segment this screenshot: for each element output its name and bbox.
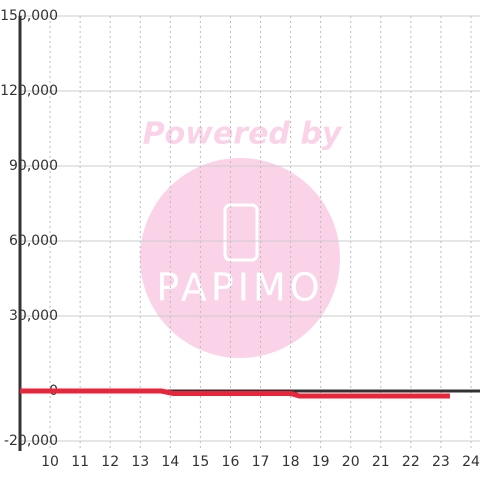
x-tick-label: 23 [432,454,450,470]
x-tick-label: 19 [312,454,330,470]
x-tick-label: 18 [282,454,300,470]
watermark-brand: PAPIMO [156,266,323,310]
x-tick-label: 22 [402,454,420,470]
y-tick-label: 120,000 [0,83,58,99]
line-series [20,388,450,399]
watermark-circle [140,158,340,358]
watermark-phone [223,203,259,262]
x-tick-label: 17 [252,454,270,470]
x-tick-label: 10 [41,454,59,470]
x-tick-label: 14 [161,454,179,470]
x-tick-label: 16 [222,454,240,470]
y-tick-label: 150,000 [0,8,58,24]
watermark-title: Powered by [143,117,343,152]
x-tick-label: 15 [191,454,209,470]
x-tick-label: 24 [462,454,480,470]
x-tick-label: 20 [342,454,360,470]
y-tick-label: 90,000 [9,158,58,174]
x-tick-label: 21 [372,454,390,470]
watermark: Powered by PAPIMO [140,117,343,358]
x-tick-label: 11 [71,454,89,470]
x-tick-label: 13 [131,454,149,470]
y-tick-label: 30,000 [9,308,58,324]
x-tick-label: 12 [101,454,119,470]
y-tick-label: -20,000 [4,433,58,449]
y-tick-label: 60,000 [9,233,58,249]
